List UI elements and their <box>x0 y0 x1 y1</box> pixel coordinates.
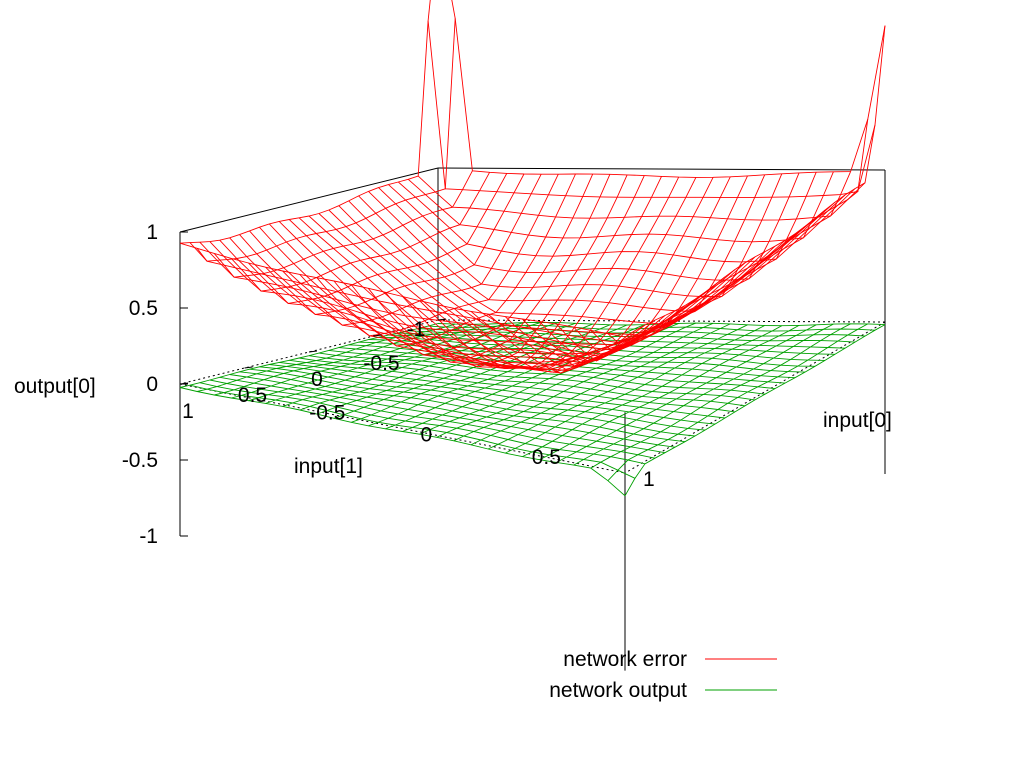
network-error-mesh-line <box>350 174 611 363</box>
y-tick-label: 0.5 <box>238 384 267 407</box>
network-error-mesh-line <box>278 221 726 373</box>
network-error-mesh-line <box>427 20 876 198</box>
network-output-mesh-line <box>556 324 817 463</box>
z-axis-label: output[0] <box>14 375 96 398</box>
legend-entry-network-output: network output <box>549 679 687 702</box>
network-error-mesh-line <box>451 0 886 178</box>
network-output-mesh-line <box>470 323 731 446</box>
network-output-mesh-line <box>308 355 756 401</box>
network-output-mesh-line <box>607 323 869 482</box>
base-edge <box>624 321 886 474</box>
series-network-output-surface <box>179 321 886 497</box>
z-tick-label: 1 <box>146 221 158 244</box>
network-error-mesh-line <box>219 239 666 362</box>
network-output-mesh-line <box>453 322 714 442</box>
z-tick-label: -1 <box>139 525 158 548</box>
network-error-mesh-line <box>378 187 826 298</box>
legend: network error network output <box>549 648 777 702</box>
network-output-mesh-line <box>189 384 636 479</box>
x-tick-label: 0.5 <box>532 446 561 469</box>
network-output-mesh-line <box>624 324 886 497</box>
network-output-mesh-line <box>199 382 646 465</box>
z-tick-label: 0 <box>146 373 158 396</box>
y-tick-label: -1 <box>407 318 426 341</box>
top-edge <box>179 167 439 233</box>
network-error-mesh-line <box>388 184 836 281</box>
network-output-mesh-line <box>209 379 656 459</box>
network-error-mesh-line <box>199 241 646 351</box>
network-error-mesh-line <box>368 191 816 312</box>
y-axis-label: input[1] <box>294 455 363 478</box>
network-output-mesh-line <box>590 323 851 469</box>
network-error-mesh-line <box>453 177 714 373</box>
network-output-mesh-line <box>179 387 626 497</box>
network-output-mesh-line <box>279 361 726 419</box>
network-output-mesh-line <box>299 357 746 407</box>
base-edge <box>179 319 439 385</box>
network-error-mesh-line <box>407 178 856 243</box>
network-error-mesh-line <box>348 200 796 336</box>
y-tick <box>308 350 318 353</box>
network-error-mesh-line <box>209 241 656 358</box>
z-tick-label: 0.5 <box>129 297 158 320</box>
network-output-mesh-line <box>487 324 748 450</box>
y-tick <box>373 334 382 337</box>
network-output-mesh-line <box>539 325 800 461</box>
y-tick-label: 0 <box>311 368 323 391</box>
network-error-mesh-line <box>573 171 834 358</box>
network-error-mesh-line <box>248 173 508 304</box>
x-tick-label: 0 <box>421 424 433 447</box>
network-output-mesh-line <box>505 325 765 454</box>
x-tick-label: 1 <box>643 468 655 491</box>
network-output-mesh-line <box>289 359 736 413</box>
network-error-mesh-line <box>179 0 431 244</box>
network-output-mesh-line <box>239 371 686 443</box>
series-network-error-surface <box>179 0 886 374</box>
network-error-mesh-line <box>179 242 626 338</box>
network-error-mesh-line <box>487 175 748 371</box>
network-error-mesh-line <box>239 234 686 364</box>
y-tick <box>437 318 447 321</box>
network-error-mesh-line <box>196 18 456 262</box>
network-error-mesh-line <box>189 242 636 343</box>
network-output-mesh-line <box>249 368 696 437</box>
network-error-mesh-line <box>265 173 525 315</box>
x-axis-label: input[0] <box>823 409 892 432</box>
network-error-mesh-line <box>229 237 676 363</box>
top-edge <box>437 167 886 171</box>
z-tick-label: -0.5 <box>122 449 158 472</box>
network-output-mesh-line <box>573 323 834 466</box>
y-tick <box>179 382 189 385</box>
y-tick <box>244 366 253 369</box>
y-tick-label: 1 <box>182 400 194 423</box>
network-output-mesh-line <box>229 374 676 448</box>
network-error-mesh-line <box>590 171 852 351</box>
network-error-mesh-line <box>624 25 886 338</box>
network-error-mesh-line <box>230 172 490 292</box>
axis-ticks: -1 -0.5 0 0.5 1 -1 -0.5 0 0.5 1 -0.5 0 0.5 1 <box>122 221 655 548</box>
network-error-mesh-line <box>417 175 866 221</box>
network-error-mesh-line <box>470 176 731 374</box>
network-output-mesh-line <box>219 376 666 454</box>
network-error-mesh-line <box>607 119 869 344</box>
x-tick-label: -0.5 <box>309 401 345 424</box>
network-output-mesh-line <box>259 366 706 431</box>
network-output-mesh-line <box>522 325 783 458</box>
network-output-mesh-line <box>436 322 697 438</box>
y-tick-label: -0.5 <box>363 352 399 375</box>
network-output-mesh-line <box>269 364 716 425</box>
legend-entry-network-error: network error <box>563 648 687 671</box>
